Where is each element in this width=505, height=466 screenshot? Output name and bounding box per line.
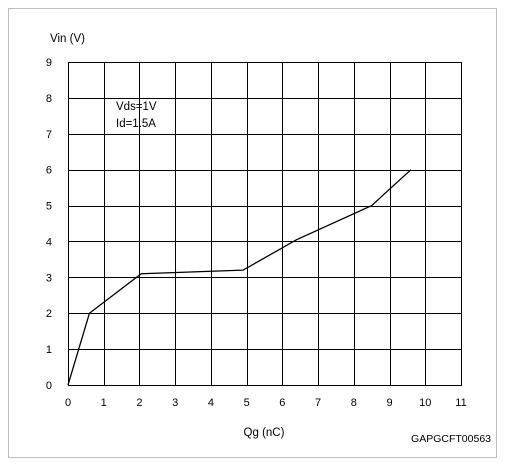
figure-code: GAPGCFT00563 <box>411 433 491 445</box>
y-axis-ticks: 0 1 2 3 4 5 6 7 8 9 <box>46 57 52 392</box>
x-tick-label: 3 <box>172 397 178 409</box>
series-group <box>67 169 412 386</box>
x-tick-label: 7 <box>315 397 321 409</box>
x-tick-label: 8 <box>351 397 357 409</box>
y-axis-title: Vin (V) <box>50 33 85 45</box>
x-tick-label: 0 <box>65 397 71 409</box>
series-line <box>67 169 412 386</box>
x-tick-label: 4 <box>208 397 214 409</box>
x-tick-label: 6 <box>279 397 285 409</box>
plot-grid <box>68 62 461 385</box>
y-tick-label: 2 <box>46 308 52 320</box>
figure-frame <box>8 8 497 458</box>
y-tick-label: 6 <box>46 165 52 177</box>
y-tick-label: 8 <box>46 93 52 105</box>
x-tick-label: 5 <box>244 397 250 409</box>
y-tick-label: 5 <box>46 201 52 213</box>
y-tick-label: 4 <box>46 236 52 248</box>
x-tick-label: 1 <box>101 397 107 409</box>
x-tick-label: 10 <box>419 397 431 409</box>
x-axis-title: Qg (nC) <box>244 427 285 439</box>
x-tick-label: 11 <box>455 397 466 409</box>
y-tick-label: 9 <box>46 57 52 69</box>
annotation-id: Id=1.5A <box>116 118 156 130</box>
y-tick-label: 0 <box>46 380 52 392</box>
annotation-vds: Vds=1V <box>116 101 157 113</box>
x-tick-label: 9 <box>386 397 392 409</box>
x-tick-label: 2 <box>136 397 142 409</box>
plot-area <box>67 61 463 387</box>
x-axis-ticks: 0 1 2 3 4 5 6 7 8 9 10 11 <box>65 397 467 409</box>
y-tick-label: 1 <box>46 344 52 356</box>
y-tick-label: 3 <box>46 272 52 284</box>
y-tick-label: 7 <box>46 129 52 141</box>
